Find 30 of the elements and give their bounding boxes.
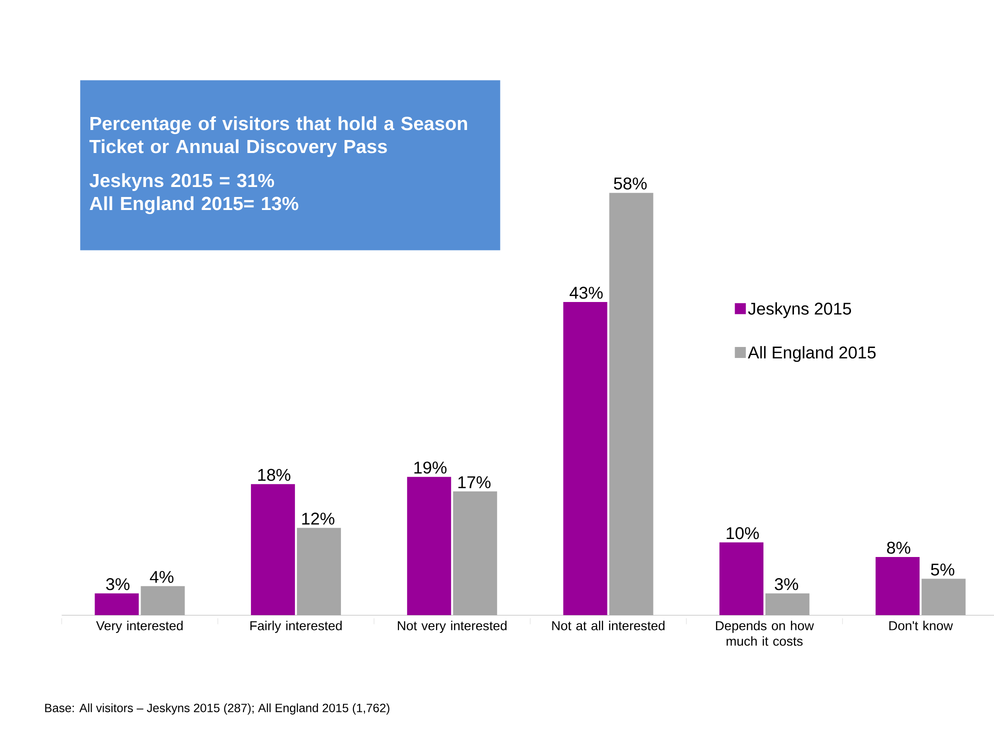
data-label: 43%: [570, 286, 603, 299]
data-label: 3%: [106, 578, 130, 590]
x-tick-label: Very interested: [96, 620, 183, 633]
data-label: 5%: [930, 564, 954, 576]
bar: [719, 542, 764, 616]
data-label: 17%: [458, 476, 491, 488]
data-label: 58%: [614, 177, 647, 190]
text: Jeskyns 2015 = 31%: [89, 173, 274, 191]
x-tick-label: Depends on how much it costs: [716, 620, 814, 646]
data-label: 4%: [150, 571, 174, 583]
x-tick-label: Not very interested: [398, 620, 507, 633]
data-label: 8%: [887, 542, 910, 554]
x-tick-label: Fairly interested: [250, 620, 342, 633]
data-label: 19%: [414, 462, 447, 474]
bar: [250, 484, 295, 616]
data-label: 3%: [774, 578, 798, 590]
data-label: 12%: [302, 512, 334, 525]
legend-label: All England 2015: [748, 346, 876, 362]
x-tick-label: Not at all interested: [552, 620, 664, 630]
bar: [407, 476, 452, 616]
legend-label: Jeskyns 2015: [748, 302, 852, 318]
chart-title: Percentage of visitors that hold a Season Ticket or Annual Discovery Pass: [89, 116, 468, 157]
x-tick-label: Don't know: [889, 620, 953, 630]
annotation: All England 2015= 13%: [90, 196, 298, 214]
bar: [94, 593, 139, 616]
data-label: 18%: [258, 468, 290, 481]
bar: [876, 556, 920, 616]
text: Base: All visitors – Jeskyns 2015 (287); All England 2015 (1,762): [45, 703, 390, 715]
data-label: 10%: [726, 527, 759, 540]
bar: [563, 302, 608, 616]
